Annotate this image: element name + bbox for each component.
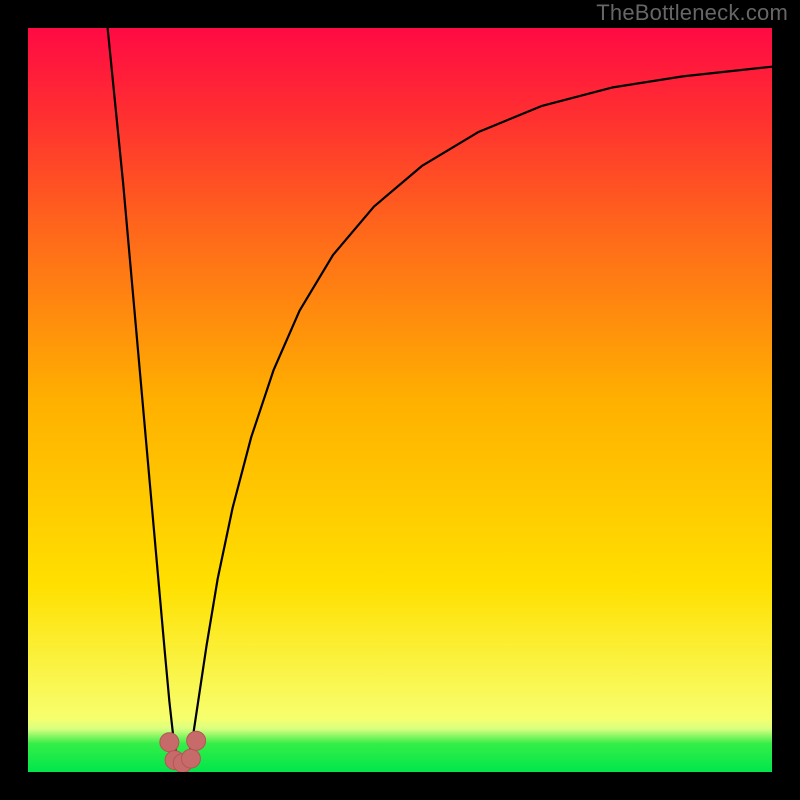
- marker-dot: [187, 731, 206, 750]
- marker-dot: [181, 749, 200, 768]
- gradient-background: [28, 28, 772, 772]
- plot-area: [28, 28, 772, 772]
- chart-container: TheBottleneck.com: [0, 0, 800, 800]
- bottleneck-curve-chart: [28, 28, 772, 772]
- watermark-text: TheBottleneck.com: [596, 0, 788, 26]
- marker-dot: [160, 733, 179, 752]
